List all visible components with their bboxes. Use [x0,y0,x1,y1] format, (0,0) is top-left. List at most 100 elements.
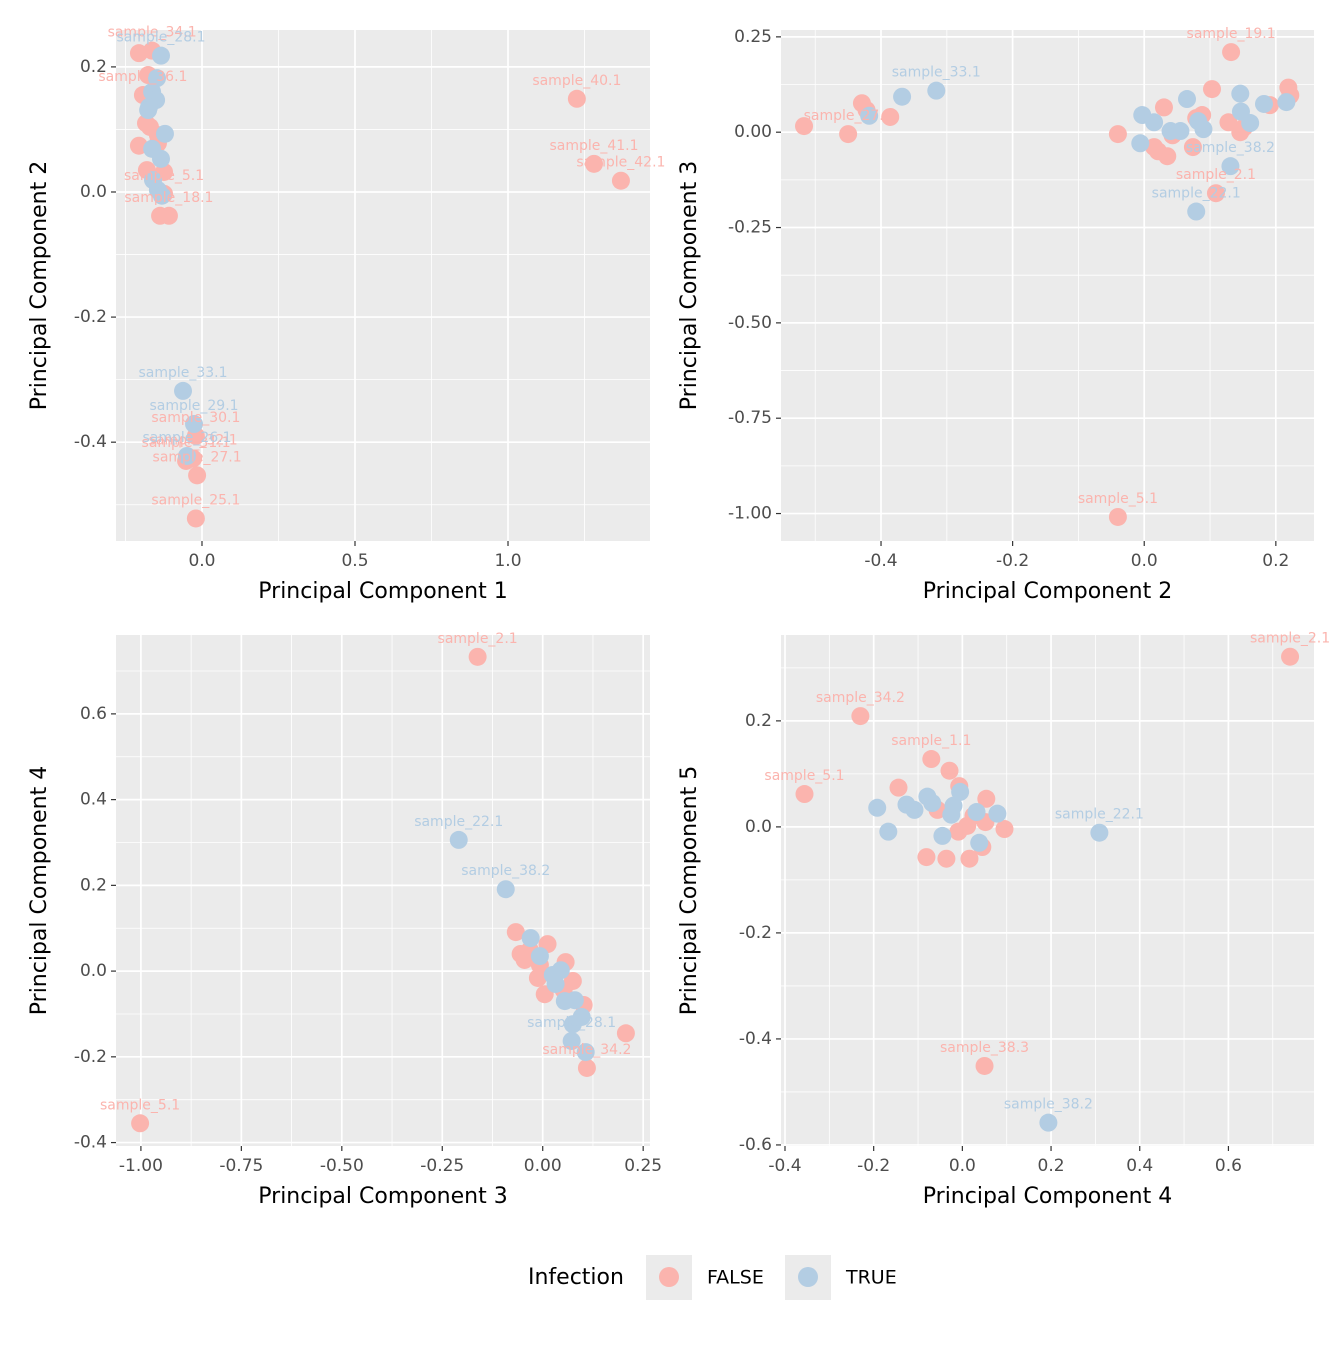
data-point [1203,80,1222,99]
y-tick-label: 0.0 [80,961,107,981]
y-axis-title: Principal Component 4 [27,766,52,1015]
data-point [185,415,204,434]
y-tick-label: -0.75 [728,408,772,428]
data-point [546,974,565,993]
data-point [577,1058,596,1077]
point-label: sample_2.1 [1250,631,1330,647]
data-point [1108,507,1127,526]
y-tick-label: 0.25 [734,27,772,47]
x-tick-label: 0.2 [1262,551,1289,571]
data-point [177,446,196,465]
data-point [889,778,908,797]
legend-label: FALSE [707,1267,764,1289]
x-tick-label: 0.0 [188,551,215,571]
data-point [131,1114,150,1133]
data-point [576,1043,595,1062]
data-point [977,789,996,808]
data-point [893,87,912,106]
data-point [927,81,946,100]
data-point [188,466,207,485]
data-point [468,647,487,666]
y-tick-label: 0.6 [80,704,107,724]
data-point [616,1024,635,1043]
y-tick-label: -0.50 [728,313,772,333]
point-label: sample_34.2 [542,1042,631,1058]
data-point [905,800,924,819]
y-tick-label: -0.2 [739,923,772,943]
point-label: sample_38.3 [940,1040,1029,1056]
data-point [1039,1113,1058,1132]
y-tick-label: -0.4 [74,432,107,452]
data-point [1178,90,1197,109]
x-tick-label: -0.50 [320,1156,364,1176]
point-label: sample_5.1 [1078,491,1158,507]
point-label: sample_33.1 [892,65,981,81]
y-tick-label: 0.2 [745,711,772,731]
x-axis-title: Principal Component 4 [923,1184,1172,1209]
data-point [940,761,959,780]
point-label: sample_38.2 [1186,140,1275,156]
data-point [530,947,549,966]
x-tick-label: -0.2 [857,1156,890,1176]
point-label: sample_34.2 [816,690,905,706]
point-label: sample_32.1 [149,432,238,448]
point-label: sample_18.1 [124,190,213,206]
point-label: sample_33.1 [138,365,227,381]
legend-marker [659,1267,679,1287]
point-label: sample_29.1 [149,398,238,414]
x-tick-label: -0.4 [864,551,897,571]
data-point [611,171,630,190]
x-tick-label: -0.25 [420,1156,464,1176]
data-point [449,830,468,849]
point-label: sample_2.1 [438,631,518,647]
data-point [1241,114,1260,133]
x-tick-label: 0.0 [949,1156,976,1176]
y-axis-title: Principal Component 5 [677,766,702,1015]
data-point [988,804,1007,823]
point-label: sample_40.1 [532,73,621,89]
data-point [1183,138,1202,157]
x-tick-label: -0.2 [996,551,1029,571]
point-label: sample_22.1 [414,814,503,830]
data-point [1158,147,1177,166]
data-point [565,991,584,1010]
y-axis-title: Principal Component 2 [27,161,52,410]
point-label: sample_42.1 [576,155,665,171]
y-axis-title: Principal Component 3 [677,161,702,410]
y-tick-label: 0.2 [80,875,107,895]
x-tick-label: 0.2 [1038,1156,1065,1176]
x-tick-label: 0.00 [524,1156,562,1176]
plot-background [116,30,650,541]
point-label: sample_28.1 [116,30,205,46]
point-label: sample_26.1 [142,430,231,446]
point-label: sample_22.1 [1055,807,1144,823]
y-tick-label: -0.2 [74,307,107,327]
y-tick-label: 0.0 [80,182,107,202]
point-label: sample_38.2 [1004,1097,1093,1113]
y-tick-label: 0.0 [745,817,772,837]
y-tick-label: 0.00 [734,122,772,142]
data-point [151,46,170,65]
data-point [159,206,178,225]
point-label: sample_2.1 [1176,167,1256,183]
x-tick-label: 0.6 [1215,1156,1242,1176]
data-point [572,1007,591,1026]
data-point [1281,647,1300,666]
data-point [970,833,989,852]
data-point [1131,134,1150,153]
data-point [923,794,942,813]
data-point [1254,94,1273,113]
x-axis-title: Principal Component 3 [258,1184,507,1209]
data-point [551,961,570,980]
y-tick-label: -0.2 [74,1047,107,1067]
y-tick-label: 0.2 [80,57,107,77]
data-point [521,929,540,948]
x-tick-label: 1.0 [494,551,521,571]
x-tick-label: -1.00 [119,1156,163,1176]
data-point [839,125,858,144]
point-label: sample_1.1 [891,733,971,749]
data-point [186,509,205,528]
point-label: sample_19.1 [1187,26,1276,42]
point-label: sample_38.2 [461,863,550,879]
